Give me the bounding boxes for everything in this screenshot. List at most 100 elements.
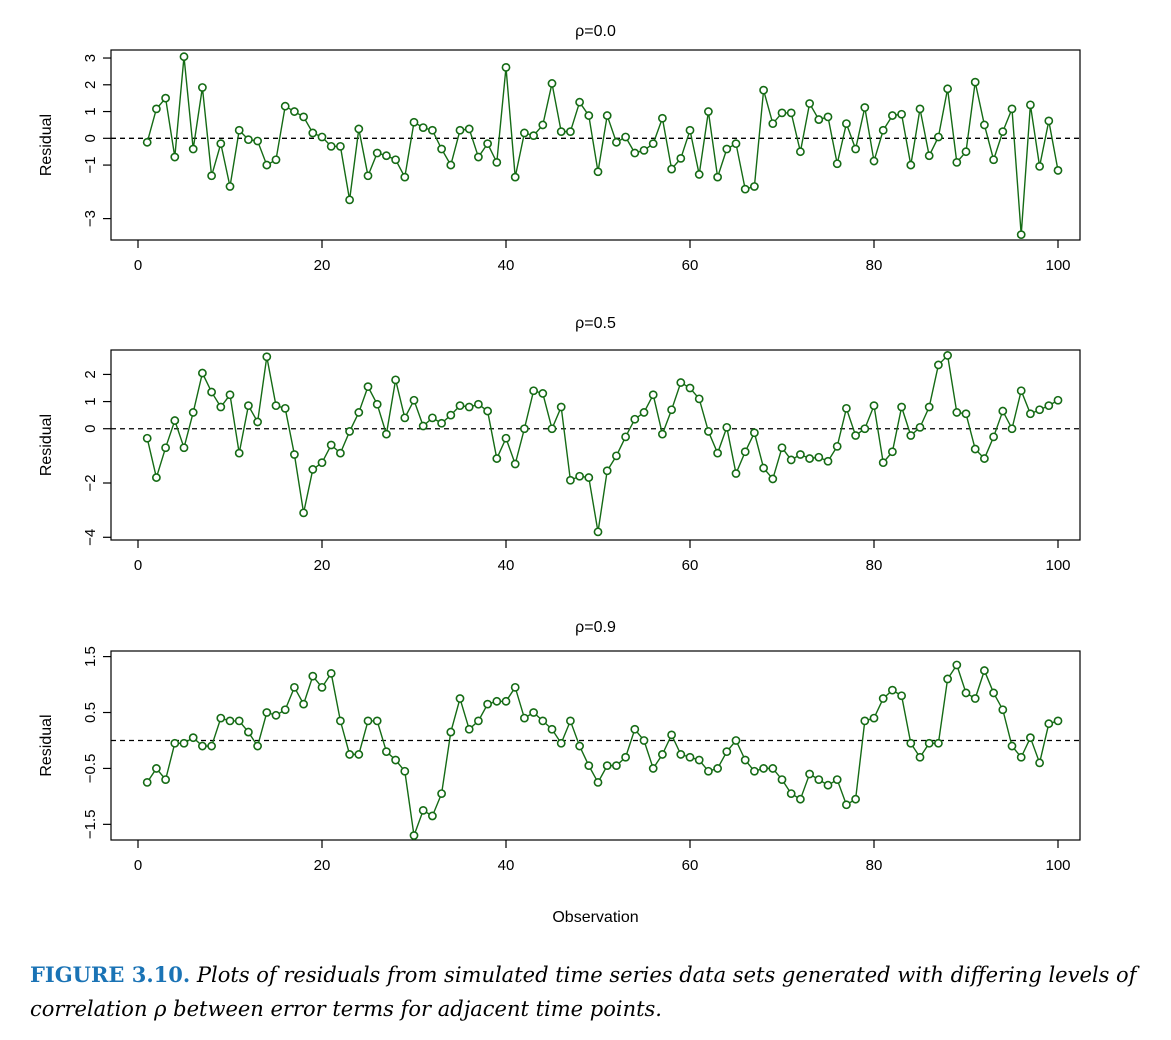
series-line [146, 663, 1059, 836]
y-tick-label: −3 [82, 210, 99, 227]
x-tick-label: 40 [498, 257, 515, 274]
data-point [520, 424, 529, 434]
data-point [464, 402, 474, 412]
data-point [1026, 409, 1035, 419]
data-point [538, 716, 548, 726]
data-point [713, 764, 722, 773]
data-point [161, 443, 170, 453]
data-point [354, 408, 364, 417]
data-point [391, 755, 400, 765]
data-point [980, 454, 989, 463]
data-point [483, 139, 492, 149]
data-point [1035, 405, 1044, 415]
data-point [253, 417, 262, 427]
data-point [473, 152, 483, 162]
data-point [556, 738, 566, 748]
data-point [381, 747, 391, 757]
data-point [391, 375, 400, 385]
data-point [750, 182, 759, 191]
data-point [566, 127, 575, 137]
data-point [648, 764, 658, 773]
data-point [142, 137, 152, 147]
x-axis-label: Observation [552, 909, 638, 926]
data-point [308, 128, 318, 138]
data-point [363, 382, 373, 392]
data-point [473, 716, 483, 726]
data-point [262, 708, 272, 717]
data-point [878, 458, 888, 468]
data-point [188, 144, 198, 154]
y-tick-label: 1 [82, 107, 99, 115]
y-tick-label: 2 [82, 81, 99, 89]
residual-panel-3: ρ=0.9 0 20 40 60 80 100 1.5 0.5 −0.5 −1.5 Residual O… [38, 619, 1081, 926]
data-point [547, 424, 557, 434]
data-point [142, 433, 152, 443]
data-point [455, 401, 465, 411]
data-point [510, 172, 520, 182]
data-point [630, 724, 640, 734]
data-point [704, 766, 713, 776]
data-point [317, 132, 327, 142]
data-point [326, 141, 336, 151]
data-point [1053, 166, 1063, 175]
data-point [188, 733, 198, 743]
data-point [869, 401, 879, 411]
data-point [860, 424, 870, 434]
data-point [381, 429, 391, 439]
data-point [216, 139, 226, 149]
data-point [372, 148, 382, 158]
data-point [786, 789, 796, 798]
data-point [952, 408, 962, 417]
data-point [989, 688, 998, 698]
data-point [510, 682, 520, 692]
data-point [243, 727, 253, 737]
data-point [207, 741, 216, 751]
data-point [575, 97, 584, 107]
data-point [262, 160, 272, 170]
data-point [584, 111, 594, 120]
data-point [188, 408, 198, 417]
data-point [326, 440, 336, 450]
data-point [492, 157, 502, 167]
panel-title: ρ=0.5 [575, 315, 616, 332]
data-point [998, 705, 1008, 715]
data-point [345, 750, 354, 759]
data-point [676, 750, 686, 759]
data-point [768, 119, 778, 128]
data-point [869, 713, 879, 723]
y-tick-label: 1.5 [82, 646, 99, 667]
data-point [685, 752, 695, 762]
data-point [170, 152, 180, 162]
data-point [648, 139, 658, 149]
x-tick-label: 40 [498, 557, 515, 574]
data-point [924, 151, 934, 161]
data-point [759, 85, 768, 95]
data-point [501, 696, 511, 706]
data-point [704, 427, 713, 436]
data-point [427, 413, 437, 423]
data-point [924, 738, 934, 748]
data-point [759, 463, 768, 473]
data-point [998, 127, 1008, 137]
data-point [897, 691, 906, 701]
x-tick-label: 80 [866, 857, 883, 874]
data-point [814, 775, 824, 785]
data-point [612, 761, 621, 771]
data-point [170, 738, 180, 748]
data-point [501, 433, 511, 443]
data-point [575, 471, 584, 481]
data-point [372, 716, 382, 726]
data-point [630, 148, 640, 158]
data-point [805, 454, 814, 463]
data-point [934, 738, 943, 748]
data-point [621, 752, 630, 762]
data-point [989, 155, 998, 165]
data-point [345, 427, 354, 436]
data-point [308, 671, 318, 681]
data-point [694, 170, 704, 179]
data-point [1016, 752, 1026, 762]
data-point [170, 416, 180, 425]
data-point [823, 112, 833, 122]
data-point [630, 414, 640, 424]
data-point [575, 741, 584, 751]
